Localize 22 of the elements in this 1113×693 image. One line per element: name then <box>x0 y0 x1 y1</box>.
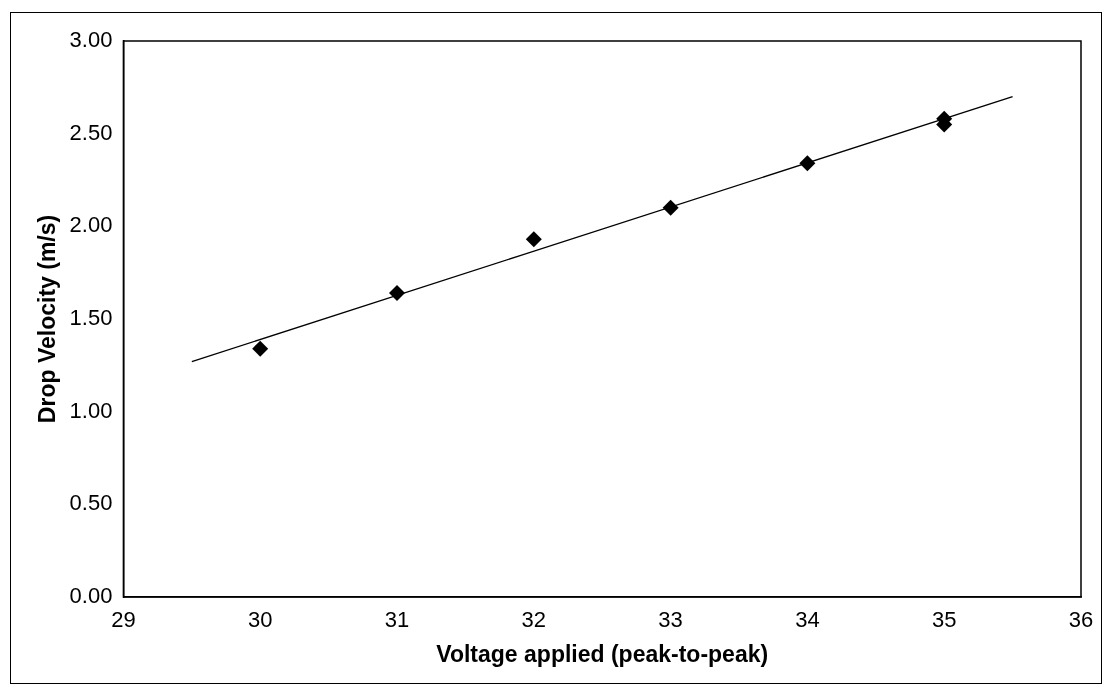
x-tick-label: 30 <box>247 607 273 633</box>
x-tick-label: 34 <box>795 607 820 633</box>
point <box>662 199 679 216</box>
y-tick-label: 2.50 <box>69 119 113 145</box>
point <box>525 231 542 248</box>
y-tick-label: 1.50 <box>69 305 113 331</box>
y-axis-title: Drop Velocity (m/s) <box>34 214 61 424</box>
point <box>799 155 816 172</box>
x-tick-label: 33 <box>658 607 683 633</box>
y-tick-label: 2.00 <box>69 212 113 238</box>
x-tick-label: 32 <box>521 607 547 633</box>
y-tick-label: 3.00 <box>69 27 113 53</box>
x-tick-label: 29 <box>111 607 136 633</box>
point <box>252 340 269 357</box>
y-tick-label: 1.00 <box>69 397 113 423</box>
point <box>389 285 406 302</box>
x-tick-label: 35 <box>931 607 957 633</box>
x-axis-title: Voltage applied (peak-to-peak) <box>436 640 769 667</box>
y-tick-label: 0.00 <box>69 583 113 609</box>
y-tick-label: 0.50 <box>69 490 113 516</box>
x-tick-label: 36 <box>1068 607 1094 633</box>
x-tick-label: 31 <box>384 607 410 633</box>
